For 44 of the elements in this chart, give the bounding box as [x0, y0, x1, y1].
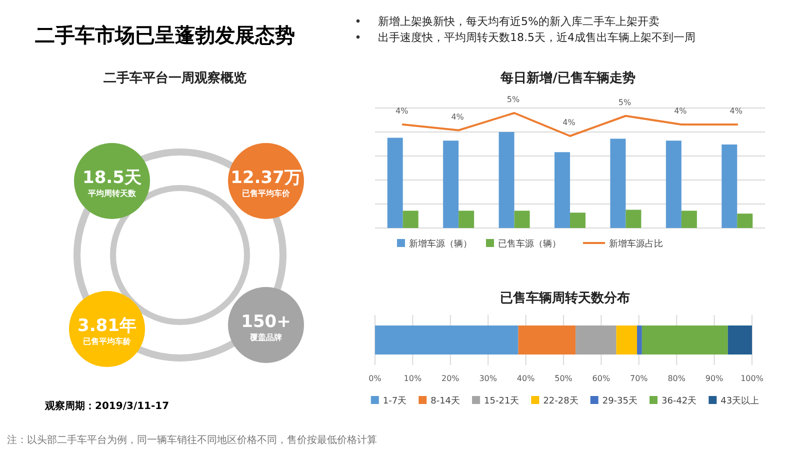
x-tick-label: 10%	[404, 374, 422, 383]
legend-label: 8-14天	[430, 396, 460, 406]
text: 新增上架换新快，每天均有近5%的新入库二手车上架开卖	[378, 15, 660, 28]
x-tick-label: 60%	[592, 374, 610, 383]
data-label: 5%	[618, 98, 632, 107]
x-tick-label: 40%	[516, 374, 536, 383]
text: 出手速度快，平均周转天数18.5天，近4成售出车辆上架不到一周	[378, 31, 696, 44]
chart-title: 已售车辆周转天数分布	[500, 290, 630, 306]
x-tick-label: 80%	[668, 374, 686, 383]
legend-label: 36-42天	[662, 396, 697, 406]
data-label: 4%	[730, 106, 743, 116]
data-label: 4%	[562, 118, 576, 127]
x-tick-label: 0%	[368, 374, 382, 383]
data-label: 5%	[506, 95, 520, 104]
text: 覆盖品牌	[249, 332, 282, 342]
text: 150+	[241, 312, 291, 332]
text: 平均周转天数	[87, 189, 137, 198]
text: 二手车平台一周观察概览	[104, 70, 246, 86]
legend-label: 新增车源占比	[609, 238, 663, 250]
chart-title: 每日新增/已售车辆走势	[500, 70, 636, 86]
data-label: 4%	[451, 112, 464, 122]
data-label: 4%	[396, 106, 409, 116]
legend-label: 22-28天	[543, 396, 578, 406]
text: 已售平均车龄	[83, 337, 132, 346]
x-tick-label: 30%	[479, 374, 498, 383]
text: 18.5天	[82, 168, 142, 188]
x-tick-label: 90%	[705, 374, 724, 383]
text: 注：以头部二手车平台为例，同一辆车销往不同地区价格不同，售价按最低价格计算	[7, 434, 377, 446]
legend-label: 29-35天	[602, 396, 638, 406]
text: 12.37万	[230, 168, 302, 188]
x-tick-label: 50%	[554, 374, 573, 383]
x-tick-label: 100%	[740, 374, 764, 383]
legend-label: 43天以上	[720, 396, 760, 406]
legend-label: 15-21天	[484, 396, 520, 406]
legend-label: 新增车源（辆）	[409, 238, 472, 250]
text: 已售平均车价	[242, 189, 291, 198]
text: 3.81年	[78, 316, 136, 336]
data-label: 4%	[674, 106, 688, 116]
legend-label: 已售车源（辆）	[498, 238, 561, 250]
x-tick-label: 70%	[630, 374, 648, 383]
x-tick-label: 20%	[442, 374, 460, 383]
legend-label: 1-7天	[382, 396, 407, 406]
text: 二手车市场已呈蓬勃发展态势	[35, 23, 295, 47]
text: 观察周期：2019/3/11-17	[44, 400, 170, 412]
